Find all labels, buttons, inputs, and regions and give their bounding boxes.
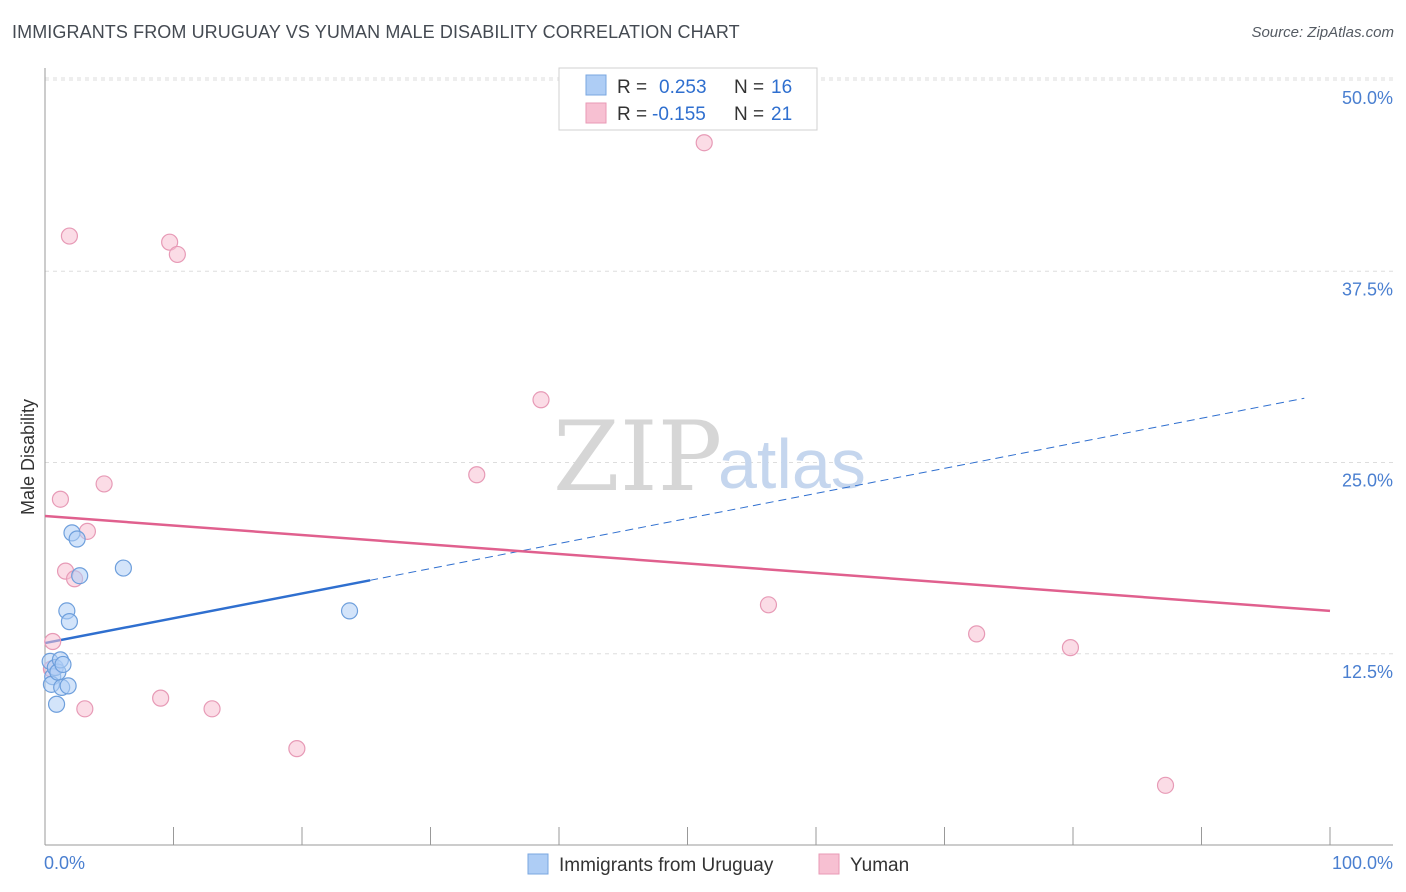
legend-n-label-1: N =: [734, 77, 764, 98]
x-tick-label-max: 100.0%: [1332, 853, 1393, 873]
point-yuman: [759, 596, 778, 614]
y-tick-label: 12.5%: [1342, 662, 1393, 682]
y-axis-label: Male Disability: [18, 399, 38, 515]
series-legend: Immigrants from Uruguay Yuman: [527, 853, 909, 876]
data-points: [41, 134, 1175, 794]
trend-line-uruguay: [44, 579, 371, 645]
point-uruguay: [47, 695, 66, 713]
watermark: ZIP atlas: [553, 401, 866, 513]
legend-r-label-2: R =: [617, 104, 647, 125]
point-yuman: [76, 700, 94, 718]
grid-lines: [45, 77, 1393, 655]
legend-r-value-2: -0.155: [652, 104, 706, 125]
point-yuman: [1061, 639, 1080, 657]
point-yuman: [203, 700, 221, 718]
chart-title: IMMIGRANTS FROM URUGUAY VS YUMAN MALE DI…: [12, 22, 740, 42]
legend-n-value-1: 16: [771, 77, 792, 98]
legend-swatch-uruguay: [585, 74, 607, 96]
watermark-atlas: atlas: [718, 425, 866, 503]
trend-line-uruguay-extension: [370, 397, 1305, 581]
y-tick-label: 25.0%: [1342, 471, 1393, 491]
point-yuman: [44, 632, 62, 651]
point-yuman: [152, 689, 170, 707]
trend-line-yuman: [44, 514, 1331, 613]
series-legend-swatch-yuman: [818, 853, 840, 875]
point-yuman: [468, 466, 486, 484]
legend-n-label-2: N =: [734, 104, 764, 125]
point-uruguay: [60, 613, 79, 631]
legend-swatch-yuman: [585, 102, 607, 124]
x-axis-ticks: [173, 827, 1331, 845]
source-label: Source: ZipAtlas.com: [1251, 24, 1394, 41]
point-yuman: [968, 625, 986, 643]
watermark-zip: ZIP: [553, 401, 722, 513]
point-uruguay: [54, 655, 72, 674]
point-uruguay: [340, 602, 359, 620]
legend-n-value-2: 21: [771, 104, 792, 125]
trend-lines: [44, 397, 1331, 645]
point-uruguay: [114, 559, 132, 577]
point-yuman: [168, 245, 186, 264]
series-legend-label-yuman: Yuman: [850, 855, 909, 876]
axes: [44, 68, 1393, 846]
point-yuman: [1156, 776, 1175, 794]
point-uruguay: [59, 677, 77, 695]
point-yuman: [695, 134, 713, 152]
point-yuman: [161, 233, 179, 251]
correlation-legend: R = 0.253 N = 16 R = -0.155 N = 21: [558, 67, 818, 131]
point-uruguay: [71, 567, 89, 585]
series-legend-swatch-uruguay: [527, 853, 549, 875]
point-yuman: [51, 490, 70, 508]
legend-r-label-1: R =: [617, 77, 647, 98]
point-yuman: [288, 740, 306, 758]
y-axis-tick-labels: 12.5% 25.0% 37.5% 50.0%: [1342, 88, 1393, 682]
point-yuman: [532, 391, 550, 409]
series-legend-label-uruguay: Immigrants from Uruguay: [559, 855, 774, 876]
point-uruguay: [68, 530, 86, 548]
x-tick-label-min: 0.0%: [44, 853, 85, 873]
y-tick-label: 37.5%: [1342, 279, 1393, 299]
point-yuman: [95, 475, 113, 493]
legend-r-value-1: 0.253: [659, 77, 707, 98]
y-tick-label: 50.0%: [1342, 88, 1393, 108]
point-yuman: [60, 227, 79, 245]
